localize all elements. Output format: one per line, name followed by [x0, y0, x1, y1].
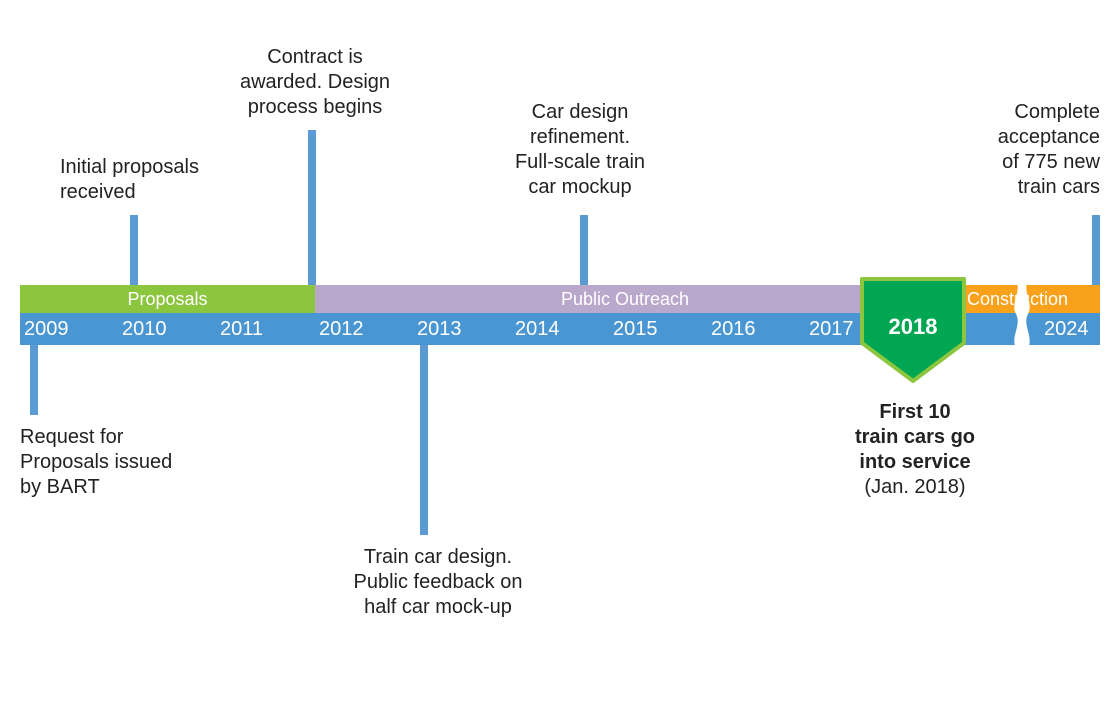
tick-rfp — [30, 345, 38, 415]
annot-milestone: First 10 train cars go into service (Jan… — [810, 400, 1020, 500]
phase-proposals: Proposals — [20, 285, 315, 313]
annot-initial: Initial proposals received — [60, 155, 260, 205]
tick-contract — [308, 130, 316, 285]
year-2013: 2013 — [413, 313, 511, 345]
phase-public-outreach: Public Outreach — [315, 285, 935, 313]
year-2015: 2015 — [609, 313, 707, 345]
timeline: Proposals Public Outreach Construction 2… — [20, 0, 1100, 720]
milestone-line1: First 10 — [810, 400, 1020, 425]
year-2010: 2010 — [118, 313, 216, 345]
annot-contract: Contract is awarded. Design process begi… — [210, 45, 420, 120]
milestone-year-label: 2018 — [858, 314, 968, 340]
axis-break-icon — [1010, 280, 1034, 348]
tick-refine — [580, 215, 588, 285]
annot-rfp: Request for Proposals issued by BART — [20, 425, 220, 500]
milestone-line2: train cars go — [810, 425, 1020, 450]
tick-complete — [1092, 215, 1100, 285]
milestone-sub: (Jan. 2018) — [810, 475, 1020, 500]
year-2014: 2014 — [511, 313, 609, 345]
phase-label: Proposals — [127, 289, 207, 309]
year-2011: 2011 — [216, 313, 314, 345]
year-2012: 2012 — [315, 313, 413, 345]
tick-traincar — [420, 345, 428, 535]
year-2016: 2016 — [707, 313, 805, 345]
milestone-line3: into service — [810, 450, 1020, 475]
phase-label: Public Outreach — [561, 289, 689, 309]
year-2024: 2024 — [1040, 313, 1100, 345]
annot-refine: Car design refinement. Full-scale train … — [475, 100, 685, 200]
year-2009: 2009 — [20, 313, 118, 345]
annot-traincar: Train car design. Public feedback on hal… — [318, 545, 558, 620]
annot-complete: Complete acceptance of 775 new train car… — [920, 100, 1100, 200]
tick-initial — [130, 215, 138, 285]
